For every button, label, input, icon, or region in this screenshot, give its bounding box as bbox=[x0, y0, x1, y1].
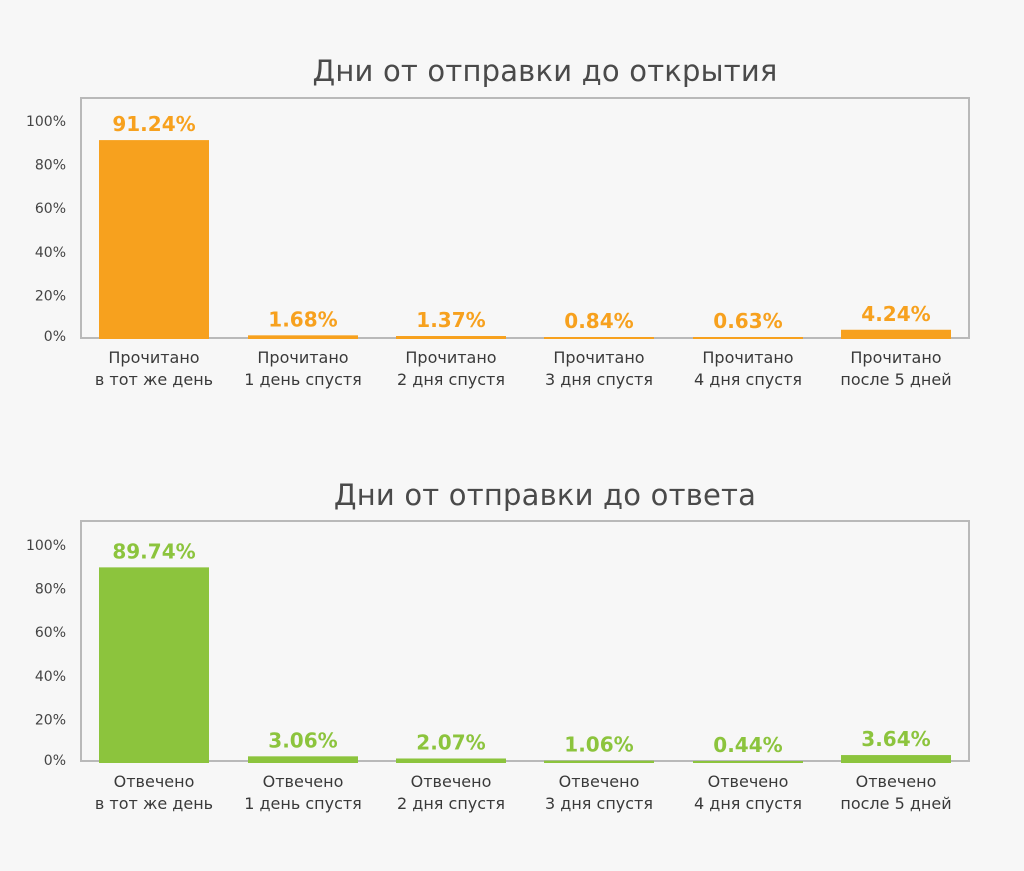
category-label: Отвечено bbox=[114, 772, 195, 791]
bar bbox=[396, 758, 506, 763]
category-label: 2 дня спустя bbox=[397, 794, 505, 813]
category-label: 4 дня спустя bbox=[694, 794, 802, 813]
value-label: 1.06% bbox=[564, 733, 633, 757]
bar bbox=[99, 567, 209, 763]
y-tick-label: 20% bbox=[35, 712, 66, 728]
category-label: Отвечено bbox=[708, 772, 789, 791]
category-label: Прочитано bbox=[108, 348, 199, 367]
y-tick-label: 100% bbox=[26, 538, 66, 554]
category-label: 1 день спустя bbox=[244, 370, 362, 389]
bar bbox=[544, 761, 654, 763]
value-label: 91.24% bbox=[112, 112, 195, 136]
value-label: 1.37% bbox=[416, 308, 485, 332]
value-label: 2.07% bbox=[416, 730, 485, 754]
y-tick-label: 0% bbox=[44, 329, 66, 345]
category-label: Отвечено bbox=[411, 772, 492, 791]
bar bbox=[248, 335, 358, 339]
category-label: Прочитано bbox=[702, 348, 793, 367]
y-tick-label: 100% bbox=[26, 114, 66, 130]
bar bbox=[841, 330, 951, 339]
y-tick-label: 40% bbox=[35, 669, 66, 685]
bar bbox=[544, 337, 654, 339]
bar bbox=[248, 756, 358, 763]
category-label: Прочитано bbox=[553, 348, 644, 367]
category-label: 4 дня спустя bbox=[694, 370, 802, 389]
value-label: 0.84% bbox=[564, 309, 633, 333]
reply-time-chart: Дни от отправки до ответа 0% 20% 40% 60% 80%… bbox=[0, 430, 1024, 871]
category-label: Отвечено bbox=[559, 772, 640, 791]
y-tick-label: 60% bbox=[35, 201, 66, 217]
category-label: 2 дня спустя bbox=[397, 370, 505, 389]
open-time-chart: Дни от отправки до открытия 0% 20% 40% 60% 8… bbox=[0, 0, 1024, 430]
category-label: Прочитано bbox=[257, 348, 348, 367]
bar bbox=[841, 755, 951, 763]
category-label: 3 дня спустя bbox=[545, 794, 653, 813]
bar bbox=[99, 140, 209, 339]
chart-plot: 0% 20% 40% 60% 80% 100% 91.24% Прочитано в тот ж… bbox=[0, 0, 1024, 430]
category-label: после 5 дней bbox=[840, 370, 951, 389]
category-label: после 5 дней bbox=[840, 794, 951, 813]
category-label: Прочитано bbox=[405, 348, 496, 367]
bar bbox=[396, 336, 506, 339]
category-label: Отвечено bbox=[263, 772, 344, 791]
category-label: Отвечено bbox=[856, 772, 937, 791]
y-tick-label: 40% bbox=[35, 245, 66, 261]
value-label: 0.63% bbox=[713, 309, 782, 333]
value-label: 0.44% bbox=[713, 733, 782, 757]
value-label: 3.06% bbox=[268, 728, 337, 752]
value-label: 3.64% bbox=[861, 727, 930, 751]
category-label: в тот же день bbox=[95, 370, 213, 389]
value-label: 89.74% bbox=[112, 539, 195, 563]
y-tick-label: 80% bbox=[35, 582, 66, 598]
y-tick-label: 20% bbox=[35, 288, 66, 304]
bar bbox=[693, 337, 803, 339]
y-tick-label: 0% bbox=[44, 753, 66, 769]
value-label: 4.24% bbox=[861, 302, 930, 326]
bar bbox=[693, 761, 803, 763]
category-label: 3 дня спустя bbox=[545, 370, 653, 389]
chart-plot: 0% 20% 40% 60% 80% 100% 89.74% Отвечено в тот же… bbox=[0, 430, 1024, 871]
category-label: в тот же день bbox=[95, 794, 213, 813]
value-label: 1.68% bbox=[268, 307, 337, 331]
y-tick-label: 60% bbox=[35, 625, 66, 641]
category-label: 1 день спустя bbox=[244, 794, 362, 813]
category-label: Прочитано bbox=[850, 348, 941, 367]
y-tick-label: 80% bbox=[35, 158, 66, 174]
